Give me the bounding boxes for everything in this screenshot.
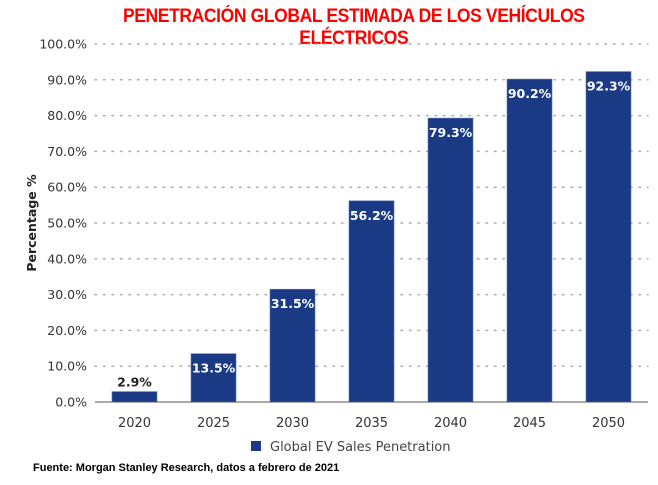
data-label-2025: 13.5% bbox=[192, 361, 236, 376]
data-label-2030: 31.5% bbox=[271, 296, 315, 311]
bar-2035 bbox=[348, 200, 395, 403]
bar-2045 bbox=[506, 78, 553, 403]
x-tick-label: 2025 bbox=[197, 416, 230, 431]
bars: 2.9% 13.5% 31.5% 56.2% 79.3% 90.2% 92.3% bbox=[111, 71, 632, 403]
y-tick-label: 0.0% bbox=[55, 395, 87, 410]
bar-2025 bbox=[190, 353, 237, 403]
x-tick-label: 2045 bbox=[513, 416, 546, 431]
data-label-2050: 92.3% bbox=[587, 79, 631, 94]
data-label-2035: 56.2% bbox=[350, 208, 394, 223]
bar-2030 bbox=[269, 288, 316, 403]
y-axis-label: Percentage % bbox=[24, 174, 39, 272]
legend: Global EV Sales Penetration bbox=[251, 440, 451, 455]
y-tick-label: 90.0% bbox=[47, 72, 87, 87]
y-tick-label: 40.0% bbox=[47, 251, 87, 266]
legend-label: Global EV Sales Penetration bbox=[270, 440, 451, 455]
x-tick-label: 2040 bbox=[434, 416, 467, 431]
y-tick-label: 60.0% bbox=[47, 180, 87, 195]
data-label-2045: 90.2% bbox=[508, 86, 552, 101]
y-tick-label: 100.0% bbox=[39, 37, 87, 52]
y-tick-label: 20.0% bbox=[47, 323, 87, 338]
legend-swatch bbox=[251, 441, 261, 451]
source-note: Fuente: Morgan Stanley Research, datos a… bbox=[33, 462, 340, 474]
x-tick-label: 2020 bbox=[118, 416, 151, 431]
y-tick-label: 10.0% bbox=[47, 359, 87, 374]
bar-2020 bbox=[111, 391, 158, 403]
gridlines bbox=[94, 43, 649, 367]
y-tick-label: 50.0% bbox=[47, 216, 87, 231]
x-tick-label: 2050 bbox=[592, 416, 625, 431]
bar-2040 bbox=[427, 117, 474, 403]
y-tick-label: 80.0% bbox=[47, 108, 87, 123]
data-label-2020: 2.9% bbox=[117, 375, 152, 390]
data-label-2040: 79.3% bbox=[429, 125, 473, 140]
y-tick-label: 70.0% bbox=[47, 144, 87, 159]
y-axis-ticks: 0.0% 10.0% 20.0% 30.0% 40.0% 50.0% 60.0% 70.0% 8… bbox=[39, 37, 87, 410]
bar-2050 bbox=[585, 71, 632, 403]
chart-title: PENETRACIÓN GLOBAL ESTIMADA DE LOS VEHÍC… bbox=[122, 6, 585, 49]
y-tick-label: 30.0% bbox=[47, 287, 87, 302]
x-tick-label: 2035 bbox=[355, 416, 388, 431]
x-tick-label: 2030 bbox=[276, 416, 309, 431]
x-axis-ticks: 2020 2025 2030 2035 2040 2045 2050 bbox=[118, 416, 625, 431]
